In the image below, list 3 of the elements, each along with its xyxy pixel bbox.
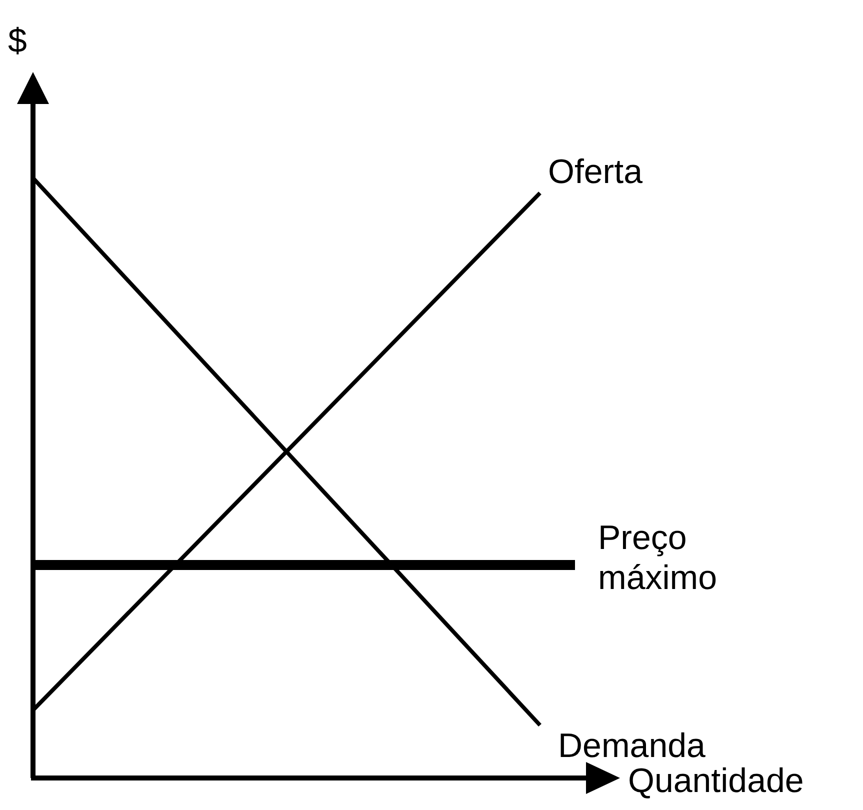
series-label: Oferta xyxy=(548,153,643,191)
y-axis-title: $ xyxy=(8,22,27,60)
ref-line-label: Preço máximo xyxy=(598,519,718,597)
